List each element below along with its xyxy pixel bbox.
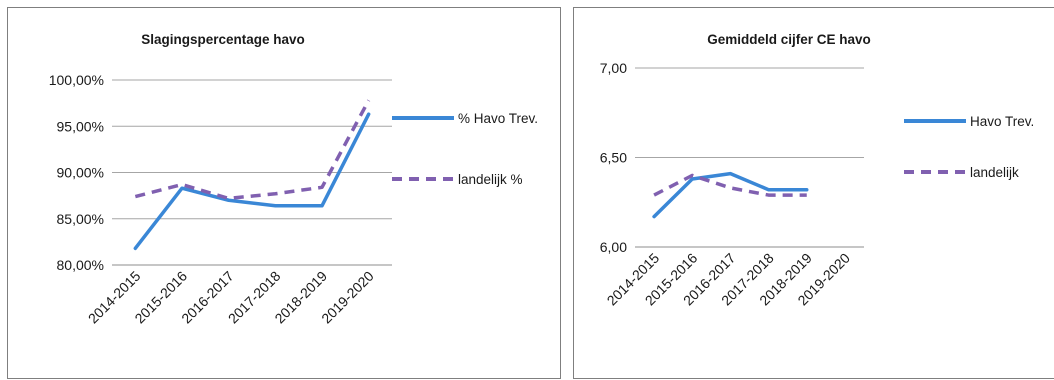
legend-label: landelijk % — [458, 172, 523, 187]
chart-title: Gemiddeld cijfer CE havo — [707, 32, 871, 47]
chart-panel-gemiddeld-cijfer: Gemiddeld cijfer CE havo 6,00 6,50 7,00 201… — [573, 7, 1054, 379]
y-tick-label: 6,00 — [600, 239, 627, 255]
legend-label: landelijk — [970, 165, 1019, 180]
y-tick-label: 7,00 — [600, 60, 627, 76]
y-tick-label: 90,00% — [57, 165, 104, 181]
series-line — [133, 112, 371, 251]
chart-panel-slagingspercentage: Slagingspercentage havo 80,00% 85,00% 90,0… — [7, 7, 561, 379]
y-tick-label: 80,00% — [57, 257, 104, 273]
legend-label: Havo Trev. — [970, 114, 1034, 129]
chart-svg-gemiddeld-cijfer: 6,006,507,002014-20152015-20162016-20172… — [600, 60, 1035, 308]
series-line — [134, 99, 371, 201]
y-tick-label: 85,00% — [57, 211, 104, 227]
y-tick-label: 100,00% — [49, 72, 104, 88]
chart-title: Slagingspercentage havo — [141, 32, 305, 47]
chart-svg-slagingspercentage: 80,00%85,00%90,00%95,00%100,00%2014-2015… — [49, 72, 538, 326]
y-tick-label: 95,00% — [57, 118, 104, 134]
series-line — [652, 171, 809, 219]
legend-label: % Havo Trev. — [458, 111, 538, 126]
y-tick-label: 6,50 — [600, 150, 627, 166]
